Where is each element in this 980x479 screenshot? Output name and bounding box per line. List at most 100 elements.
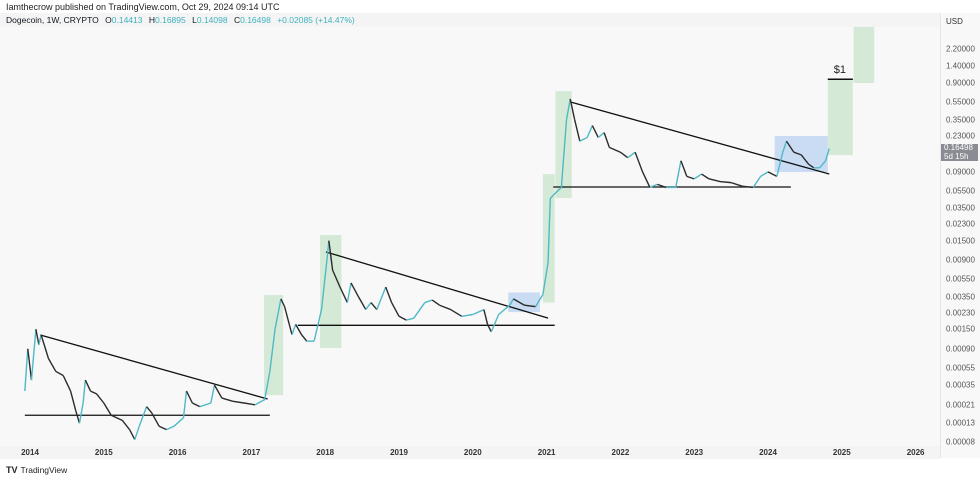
projection-box — [827, 79, 853, 156]
price-axis[interactable] — [940, 13, 980, 458]
candle-up — [824, 148, 830, 161]
candle-down — [185, 390, 193, 404]
trendline[interactable] — [325, 251, 549, 319]
candle-down — [47, 358, 57, 372]
candle-down — [221, 397, 234, 402]
candle-down — [62, 375, 72, 392]
candle-up — [313, 309, 323, 342]
price-tick: 0.55000 — [946, 97, 975, 107]
candle-down — [357, 296, 367, 310]
candle-up — [406, 317, 414, 321]
candle-up — [547, 198, 551, 263]
candle-down — [785, 140, 795, 153]
open-value: 0.14413 — [111, 15, 143, 25]
candle-up — [274, 298, 282, 330]
candle-up — [509, 298, 514, 306]
candle-down — [328, 240, 334, 271]
tradingview-logo-icon: TV — [6, 465, 18, 475]
time-axis[interactable] — [0, 446, 940, 459]
price-chart[interactable] — [0, 0, 940, 446]
candle-up — [199, 402, 212, 408]
currency-label[interactable]: USD — [946, 17, 963, 26]
candle-up — [82, 379, 87, 404]
time-tick: 2017 — [242, 448, 261, 457]
time-tick: 2025 — [832, 448, 851, 457]
price-tick: 0.00230 — [946, 308, 975, 318]
candle-up — [534, 294, 544, 307]
candle-down — [283, 306, 293, 335]
candle-down — [151, 412, 160, 427]
price-tick: 0.00021 — [946, 400, 975, 410]
candle-down — [686, 175, 695, 180]
price-tick: 0.09000 — [946, 167, 975, 177]
candle-down — [339, 286, 348, 303]
candle-down — [213, 384, 223, 399]
price-tick: 0.35000 — [946, 115, 975, 125]
high-value: 0.16895 — [155, 15, 186, 25]
time-tick: 2015 — [94, 448, 113, 457]
price-tick: 0.05500 — [946, 186, 975, 196]
candle-up — [269, 329, 276, 372]
candle-up — [560, 119, 568, 188]
candle-down — [385, 286, 393, 303]
price-tick: 0.03500 — [946, 203, 975, 213]
candle-down — [158, 425, 167, 431]
candle-down — [69, 390, 77, 411]
candle-up — [138, 406, 148, 427]
candle-down — [35, 329, 40, 345]
price-tick: 0.00008 — [946, 437, 975, 447]
candle-up — [693, 173, 702, 180]
candle-down — [524, 304, 536, 308]
candle-down — [55, 370, 64, 377]
footer-brand[interactable]: TV TradingView — [6, 465, 67, 475]
candle-down — [793, 151, 802, 156]
published-by: Iamthecrow published on TradingView.com,… — [6, 2, 280, 12]
chart-background — [0, 27, 940, 446]
trendline[interactable] — [570, 101, 830, 175]
candle-up — [675, 160, 682, 188]
candle-up — [542, 262, 549, 295]
open-label: O — [105, 15, 112, 25]
candle-up — [291, 324, 297, 335]
candle-down — [439, 304, 451, 311]
time-tick: 2022 — [611, 448, 630, 457]
candle-down — [701, 173, 710, 180]
candle-down — [609, 146, 621, 153]
trendline[interactable] — [40, 334, 268, 400]
candle-up — [365, 302, 372, 311]
candle-down — [486, 324, 492, 333]
candle-up — [461, 313, 473, 317]
candle-up — [210, 385, 216, 404]
candle-up — [424, 299, 433, 304]
candle-down — [483, 309, 489, 325]
price-tick: 0.90000 — [946, 78, 975, 88]
price-tick: 0.01500 — [946, 236, 975, 246]
candle-up — [752, 175, 762, 188]
symbol-name[interactable]: Dogecoin, 1W, CRYPTO — [6, 15, 99, 25]
candle-down — [591, 125, 599, 138]
last-price-label: 0.16498 5d 15h — [941, 143, 978, 161]
price-tick: 2.20000 — [946, 44, 975, 54]
candle-down — [431, 299, 440, 306]
candle-up — [38, 334, 42, 345]
candle-up — [346, 282, 352, 303]
candle-up — [472, 308, 485, 316]
candle-down — [370, 302, 378, 311]
candle-up — [760, 171, 769, 177]
candle-up — [30, 329, 37, 381]
price-tick: 0.00035 — [946, 380, 975, 390]
close-label: C — [233, 15, 241, 25]
time-tick: 2021 — [537, 448, 556, 457]
time-tick: 2019 — [390, 448, 408, 457]
candle-up — [166, 425, 175, 431]
candle-down — [331, 269, 341, 288]
candle-down — [232, 400, 245, 404]
candle-down — [146, 406, 153, 414]
candle-down — [719, 180, 732, 184]
candle-down — [398, 315, 407, 321]
candle-down — [657, 183, 667, 189]
candle-up — [586, 125, 593, 138]
candle-up — [134, 426, 140, 440]
symbol-legend: Dogecoin, 1W, CRYPTO O0.14413 H0.16895 L… — [0, 13, 940, 27]
projection-box — [555, 91, 572, 199]
